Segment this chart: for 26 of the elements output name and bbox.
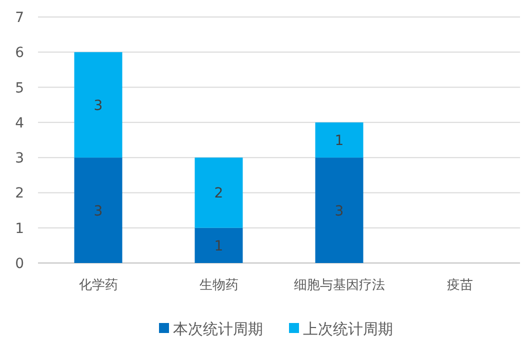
data-label: 1 [334,133,344,149]
legend-label: 本次统计周期 [173,320,263,338]
bar [315,122,364,158]
y-tick-label: 6 [15,45,24,62]
y-tick-label: 5 [15,80,24,96]
x-tick-label: 细胞与基因疗法 [294,278,385,293]
bar [74,52,122,158]
y-tick-label: 1 [15,220,24,237]
y-tick-label: 0 [15,256,24,272]
bar [315,158,364,263]
data-label: 3 [94,203,103,220]
data-label: 3 [334,203,344,220]
y-tick-label: 2 [15,186,24,202]
legend-label: 上次统计周期 [303,320,393,338]
data-label: 1 [214,238,224,254]
bar [74,158,122,263]
data-label: 3 [94,98,103,114]
y-tick-label: 4 [15,115,24,132]
bar [194,228,243,263]
data-label: 2 [214,186,224,202]
bar [194,158,243,228]
x-tick-label: 生物药 [199,278,238,293]
y-tick-label: 3 [15,150,24,167]
x-tick-label: 疫苗 [446,278,473,293]
y-tick-label: 7 [15,10,24,26]
x-tick-label: 化学药 [78,278,118,293]
